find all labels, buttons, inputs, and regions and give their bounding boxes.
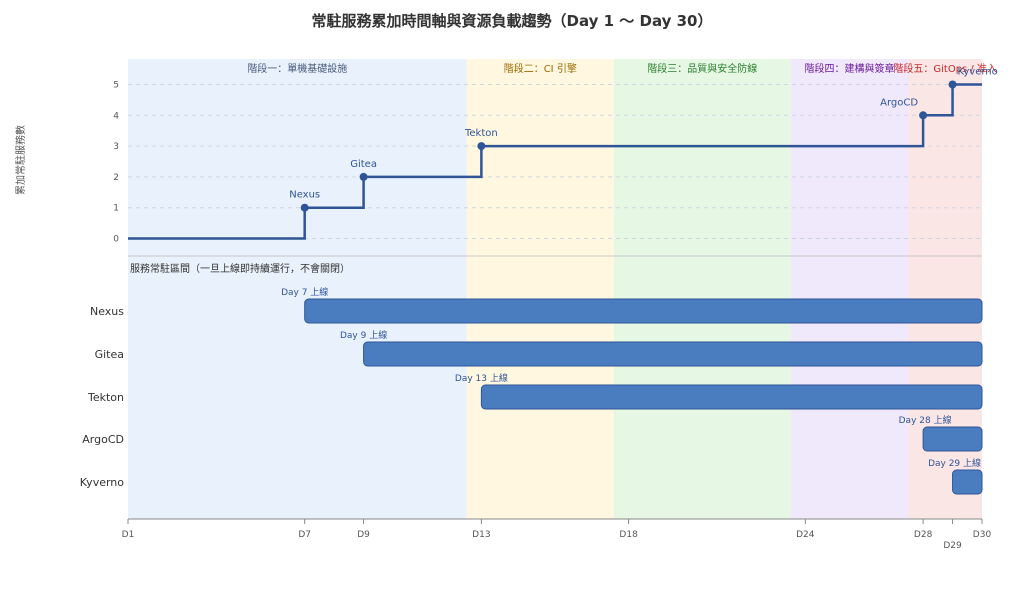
- x-tick-label: D13: [472, 530, 490, 540]
- point-label: Tekton: [464, 128, 498, 139]
- phase-label: 階段四：建構與簽章: [804, 62, 894, 75]
- service-label: Gitea: [95, 348, 124, 361]
- y-tick-label: 1: [113, 204, 119, 214]
- gantt-bar-nexus: [304, 298, 983, 324]
- phase-band: [613, 59, 791, 519]
- x-tick-label: D30: [973, 530, 992, 540]
- step-line: [128, 83, 982, 240]
- x-tick-label: D1: [122, 530, 135, 540]
- y-tick-label: 5: [113, 81, 119, 91]
- service-label: Kyverno: [80, 476, 125, 489]
- x-tick-label: D7: [298, 530, 311, 540]
- x-tick-label: D29: [943, 541, 962, 551]
- x-tick-label: D24: [796, 530, 815, 540]
- gantt-bar-kyverno: [952, 469, 983, 495]
- y-tick-label: 3: [113, 142, 119, 152]
- data-point-argocd: [919, 111, 928, 120]
- point-label: Nexus: [289, 190, 320, 201]
- bar-label: Day 9 上線: [340, 329, 387, 341]
- phase-band: [466, 59, 614, 519]
- y-tick-label: 0: [113, 235, 119, 245]
- gantt-bar-gitea: [363, 341, 983, 367]
- x-tick-label: D9: [357, 530, 370, 540]
- y-axis-label: 累加常駐服務數: [14, 125, 27, 195]
- data-point-kyverno: [948, 80, 957, 89]
- phase-label: 階段五：GitOps / 准入: [893, 62, 997, 75]
- chart-title: 常駐服務累加時間軸與資源負載趨勢（Day 1 ～ Day 30）: [312, 12, 713, 30]
- x-tick-label: D18: [619, 530, 638, 540]
- phase-label: 階段二：CI 引擎: [504, 62, 577, 75]
- bar-label: Day 29 上線: [928, 457, 981, 469]
- x-tick-label: D28: [914, 530, 933, 540]
- bar-label: Day 13 上線: [455, 372, 508, 384]
- gantt-bar-argocd: [922, 426, 983, 452]
- data-point-nexus: [300, 203, 309, 212]
- service-label: Tekton: [87, 391, 124, 404]
- y-tick-label: 2: [113, 173, 119, 183]
- bar-label: Day 7 上線: [281, 286, 328, 298]
- lower-panel-title: 服務常駐區間（一旦上線即持續運行，不會關閉）: [130, 262, 350, 275]
- phase-band: [128, 59, 467, 519]
- data-point-gitea: [359, 172, 368, 181]
- service-label: ArgoCD: [82, 433, 124, 446]
- phase-label: 階段一：單機基礎設施: [247, 62, 347, 75]
- data-point-tekton: [477, 142, 486, 151]
- gantt-bar-tekton: [480, 384, 983, 410]
- point-label: Kyverno: [958, 67, 998, 78]
- point-label: Gitea: [350, 159, 377, 170]
- point-label: ArgoCD: [880, 97, 918, 108]
- y-tick-label: 4: [113, 111, 119, 121]
- service-label: Nexus: [90, 305, 124, 318]
- bar-label: Day 28 上線: [899, 414, 952, 426]
- phase-band: [790, 59, 909, 519]
- phase-label: 階段三：品質與安全防線: [647, 62, 757, 75]
